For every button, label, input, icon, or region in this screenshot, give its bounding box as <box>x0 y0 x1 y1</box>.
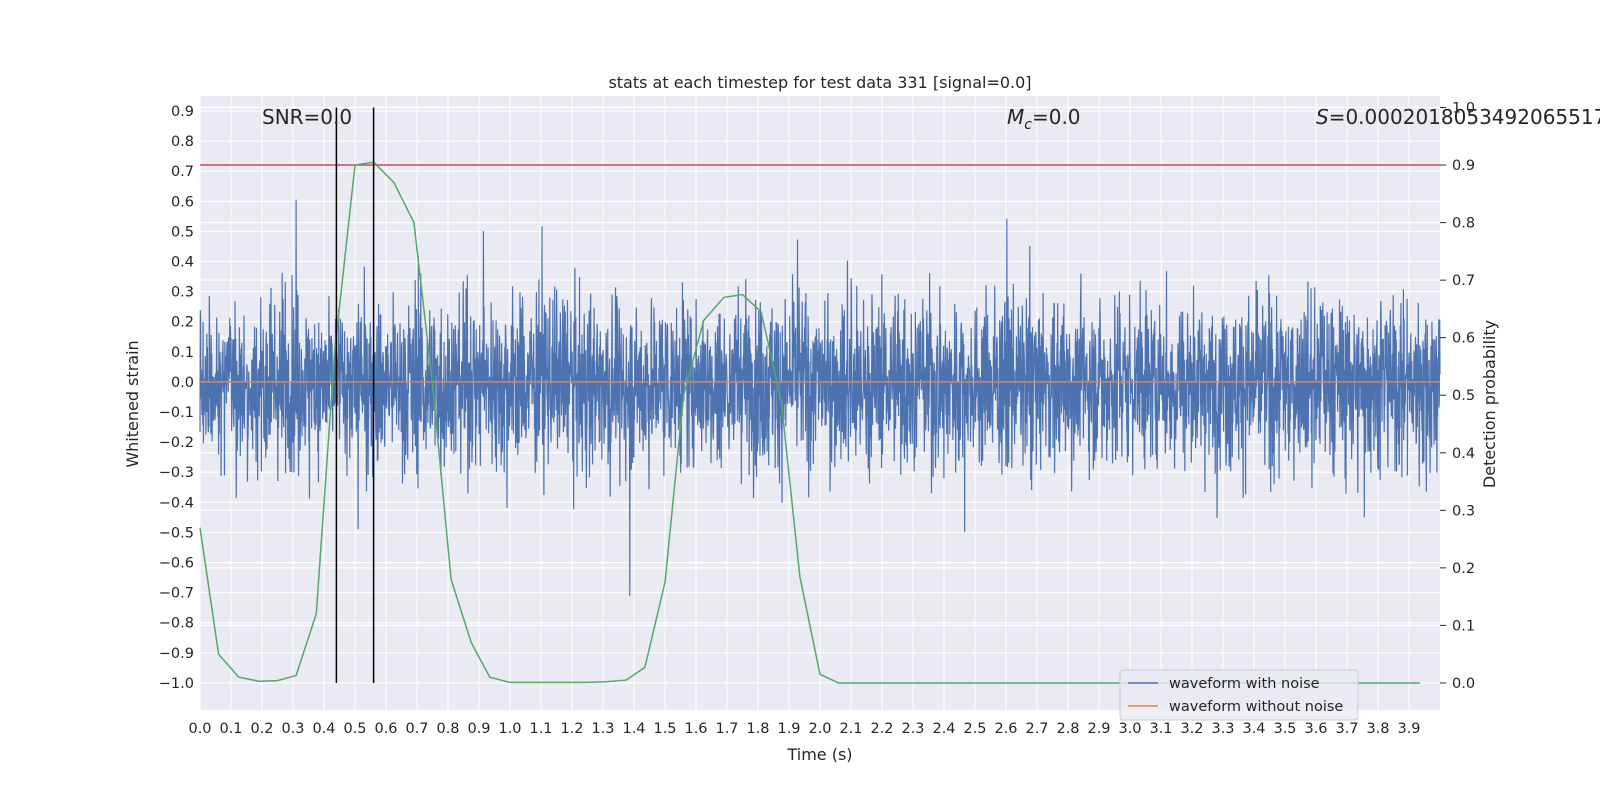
y-tick-label: 0.6 <box>171 194 194 210</box>
y-tick-label: −0.3 <box>159 465 194 481</box>
y2-tick-label: 0.0 <box>1452 676 1475 692</box>
x-tick-label: 0.4 <box>312 721 335 737</box>
x-tick-label: 2.4 <box>932 721 955 737</box>
y2-tick-label: 0.8 <box>1452 216 1475 232</box>
x-tick-label: 2.0 <box>808 721 831 737</box>
chart-title: stats at each timestep for test data 331… <box>608 73 1031 92</box>
y-tick-label: 0.8 <box>171 134 194 150</box>
x-tick-label: 0.2 <box>250 721 273 737</box>
y-tick-label: 0.4 <box>171 255 194 271</box>
x-tick-label: 0.7 <box>405 721 428 737</box>
snr-annotation: SNR=0.0 <box>262 105 352 129</box>
x-tick-label: 0.8 <box>436 721 459 737</box>
y2-tick-label: 0.6 <box>1452 331 1475 347</box>
x-tick-label: 3.2 <box>1180 721 1203 737</box>
series-waveform-with-noise <box>199 199 1441 596</box>
x-tick-label: 2.1 <box>839 721 862 737</box>
y2-tick-label: 0.9 <box>1452 158 1475 174</box>
legend-box <box>1119 669 1359 721</box>
x-tick-label: 1.0 <box>498 721 521 737</box>
x-tick-label: 0.0 <box>188 721 211 737</box>
y-tick-label: 0.2 <box>171 315 194 331</box>
y2-axis-label: Detection probability <box>1480 320 1499 488</box>
y2-tick-label: 0.7 <box>1452 273 1475 289</box>
chirp-mass-subscript: c <box>1024 117 1032 133</box>
chirp-mass-symbol: M <box>1007 105 1024 129</box>
y-tick-label: 0.9 <box>171 104 194 120</box>
x-tick-label: 2.6 <box>994 721 1017 737</box>
x-tick-label: 0.5 <box>343 721 366 737</box>
y-tick-label: −0.7 <box>159 586 194 602</box>
y-tick-label: 0.7 <box>171 164 194 180</box>
x-tick-label: 2.3 <box>901 721 924 737</box>
x-tick-label: 1.9 <box>777 721 800 737</box>
x-tick-label: 3.9 <box>1397 721 1420 737</box>
x-tick-label: 3.5 <box>1273 721 1296 737</box>
legend: waveform with noise waveform without noi… <box>1119 669 1359 721</box>
y-tick-label: −0.5 <box>159 525 194 541</box>
x-tick-label: 1.3 <box>591 721 614 737</box>
y2-tick-label: 0.2 <box>1452 561 1475 577</box>
x-tick-label: 1.5 <box>653 721 676 737</box>
y-tick-label: −0.4 <box>159 495 194 511</box>
x-tick-label: 1.7 <box>715 721 738 737</box>
x-tick-label: 1.1 <box>529 721 552 737</box>
y2-tick-label: 0.1 <box>1452 618 1475 634</box>
x-tick-label: 0.3 <box>281 721 304 737</box>
y-tick-label: −0.1 <box>159 405 194 421</box>
y-axis-ticks: 0.9 0.8 0.7 0.6 0.5 0.4 0.3 0.2 0.1 0.0 −0.1 −0.2 −0… <box>159 104 194 692</box>
legend-label-clean: waveform without noise <box>1169 699 1343 715</box>
x-tick-label: 3.4 <box>1242 721 1265 737</box>
y-tick-label: −0.2 <box>159 435 194 451</box>
y2-tick-label: 1.0 <box>1452 101 1475 117</box>
x-tick-label: 2.5 <box>963 721 986 737</box>
chirp-mass-annotation: Mc=0.0 <box>1007 105 1081 133</box>
s-symbol: S <box>1316 105 1329 129</box>
y-tick-label: 0.0 <box>171 375 194 391</box>
y-tick-label: −1.0 <box>159 676 194 692</box>
x-tick-label: 3.7 <box>1335 721 1358 737</box>
x-tick-label: 1.6 <box>684 721 707 737</box>
y2-tick-label: 0.4 <box>1452 446 1475 462</box>
y-tick-label: −0.8 <box>159 616 194 632</box>
s-value: =0.00020180534920655174 <box>1329 105 1600 129</box>
y-axis-label: Whitened strain <box>123 340 142 467</box>
x-tick-label: 2.2 <box>870 721 893 737</box>
noise-series-layer <box>199 199 1441 596</box>
x-tick-label: 1.2 <box>560 721 583 737</box>
x-tick-label: 0.1 <box>219 721 242 737</box>
x-tick-label: 0.9 <box>467 721 490 737</box>
y-tick-label: 0.5 <box>171 224 194 240</box>
y2-tick-label: 0.3 <box>1452 503 1475 519</box>
legend-label-noise: waveform with noise <box>1169 676 1320 692</box>
y-tick-label: 0.3 <box>171 285 194 301</box>
x-tick-label: 3.0 <box>1118 721 1141 737</box>
chirp-mass-value: =0.0 <box>1032 105 1081 129</box>
x-tick-label: 1.8 <box>746 721 769 737</box>
x-tick-label: 2.9 <box>1087 721 1110 737</box>
s-annotation: S=0.00020180534920655174 <box>1316 105 1600 129</box>
y-tick-label: −0.6 <box>159 556 194 572</box>
y2-axis-ticks: 1.0 0.9 0.8 0.7 0.6 0.5 0.4 0.3 0.2 0.1 0.0 <box>1440 101 1475 692</box>
y-tick-label: −0.9 <box>159 646 194 662</box>
x-tick-label: 3.6 <box>1304 721 1327 737</box>
x-tick-label: 2.7 <box>1025 721 1048 737</box>
x-axis-ticks: 0.0 0.1 0.2 0.3 0.4 0.5 0.6 0.7 0.8 0.9 1.0 1.1 1.2 1… <box>188 721 1420 737</box>
y2-tick-label: 0.5 <box>1452 388 1475 404</box>
x-tick-label: 3.1 <box>1149 721 1172 737</box>
x-tick-label: 3.8 <box>1366 721 1389 737</box>
x-tick-label: 0.6 <box>374 721 397 737</box>
x-tick-label: 2.8 <box>1056 721 1079 737</box>
y-tick-label: 0.1 <box>171 345 194 361</box>
x-tick-label: 1.4 <box>622 721 645 737</box>
x-axis-label: Time (s) <box>786 745 852 764</box>
x-tick-label: 3.3 <box>1211 721 1234 737</box>
